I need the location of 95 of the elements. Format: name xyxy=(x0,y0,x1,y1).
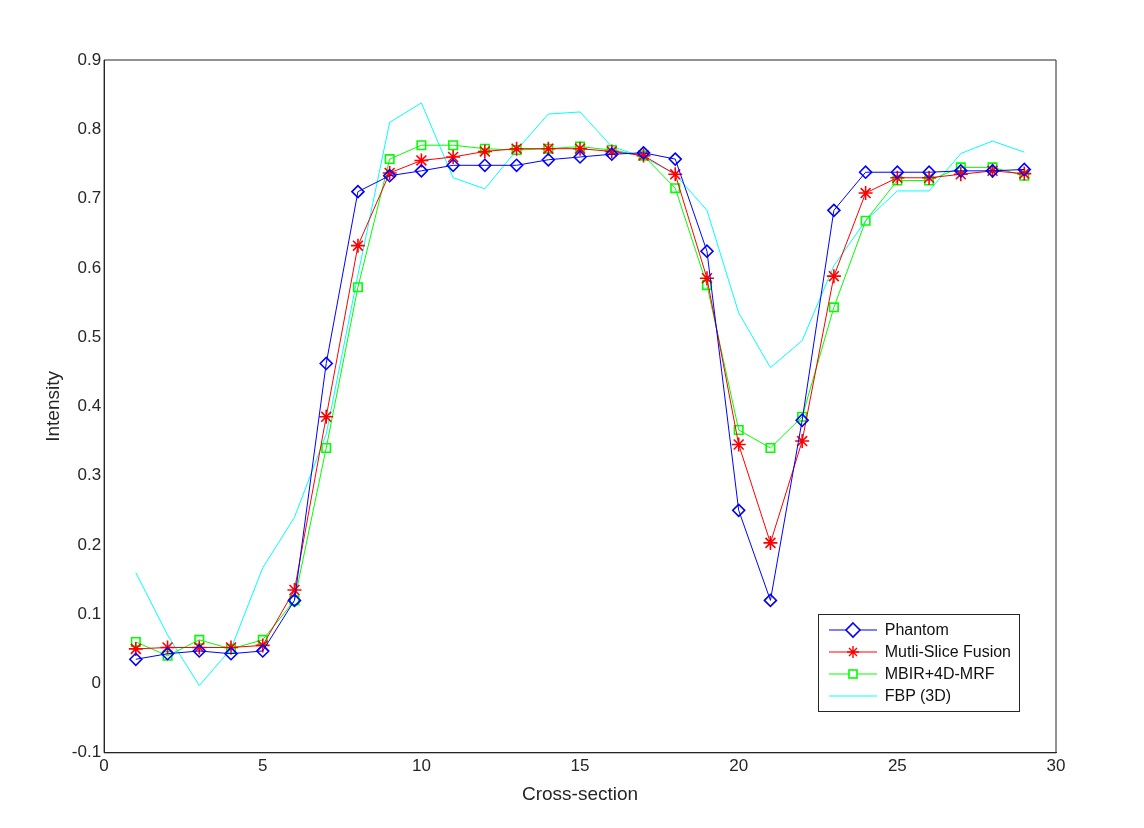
point xyxy=(159,639,176,656)
point xyxy=(352,282,363,293)
point xyxy=(416,140,427,151)
point xyxy=(763,593,778,608)
point xyxy=(257,634,268,645)
point xyxy=(889,169,906,186)
legend-label: FBP (3D) xyxy=(884,687,952,705)
point xyxy=(129,652,143,667)
point xyxy=(286,582,303,598)
legend-label: MBIR+4D-MRF xyxy=(884,665,995,683)
point xyxy=(924,175,935,186)
point xyxy=(794,433,810,449)
point xyxy=(224,646,238,661)
point xyxy=(509,158,524,173)
point xyxy=(254,637,271,654)
point xyxy=(670,183,681,194)
point xyxy=(477,143,493,160)
y-tick-label: 0.7 xyxy=(77,188,102,208)
point xyxy=(225,643,237,654)
point xyxy=(162,650,173,661)
point xyxy=(667,166,684,183)
y-tick-label: 0.3 xyxy=(77,465,102,485)
point xyxy=(699,270,715,287)
point xyxy=(318,408,335,425)
point xyxy=(700,244,714,259)
point xyxy=(414,164,429,178)
point xyxy=(191,639,208,656)
point xyxy=(762,535,779,551)
point xyxy=(413,152,430,169)
x-tick-label: 5 xyxy=(258,755,268,775)
point xyxy=(192,644,207,658)
point xyxy=(351,184,365,199)
point xyxy=(478,158,492,173)
point xyxy=(223,639,239,656)
point xyxy=(733,424,744,435)
point xyxy=(797,411,808,422)
point xyxy=(858,165,873,180)
point xyxy=(953,166,969,183)
point xyxy=(668,152,683,166)
point xyxy=(508,140,525,157)
point xyxy=(857,185,874,201)
point xyxy=(541,152,556,167)
point xyxy=(828,302,839,313)
point xyxy=(922,165,936,180)
point xyxy=(130,636,141,647)
point xyxy=(160,646,175,661)
point xyxy=(255,644,270,658)
y-tick-label: 0.9 xyxy=(77,49,102,69)
y-tick-label: 0.4 xyxy=(77,396,102,416)
y-tick-label: 0.6 xyxy=(77,257,102,277)
point xyxy=(194,634,205,645)
point xyxy=(1017,162,1032,177)
point xyxy=(445,149,461,165)
point xyxy=(636,146,651,160)
point xyxy=(795,413,809,428)
point xyxy=(1016,165,1033,182)
x-tick-label: 20 xyxy=(729,755,749,775)
point xyxy=(921,169,937,186)
point xyxy=(321,442,332,454)
point xyxy=(319,356,334,371)
point xyxy=(446,158,460,173)
point xyxy=(730,436,747,453)
y-axis-title: Intensity xyxy=(41,370,63,442)
x-axis-title: Cross-section xyxy=(521,782,639,804)
x-tick-label: 30 xyxy=(1046,755,1066,775)
x-tick-label: 10 xyxy=(411,755,431,775)
point xyxy=(860,215,871,226)
point xyxy=(384,154,395,165)
point xyxy=(603,143,620,160)
point xyxy=(892,175,903,186)
point xyxy=(573,150,587,164)
point xyxy=(827,203,841,218)
x-tick-label: 25 xyxy=(887,755,907,775)
point xyxy=(511,145,522,156)
point xyxy=(890,165,905,180)
point xyxy=(479,143,490,154)
point xyxy=(954,164,968,178)
y-tick-label: 0.5 xyxy=(77,326,102,346)
x-tick-label: 15 xyxy=(570,755,590,775)
point xyxy=(128,641,144,657)
point xyxy=(575,141,586,152)
point xyxy=(731,503,746,518)
y-tick-label: 0 xyxy=(91,673,102,693)
point xyxy=(701,280,713,291)
legend-label: Phantom xyxy=(884,621,949,639)
legend-label: Mutli-Slice Fusion xyxy=(884,643,1011,661)
y-tick-label: 0.2 xyxy=(77,534,102,554)
point xyxy=(765,442,776,454)
y-tick-label: 0.8 xyxy=(77,118,102,138)
point xyxy=(572,140,588,157)
point xyxy=(350,237,366,254)
point xyxy=(826,268,842,284)
point xyxy=(448,140,459,151)
point xyxy=(604,147,619,162)
y-tick-label: 0.1 xyxy=(77,603,102,623)
